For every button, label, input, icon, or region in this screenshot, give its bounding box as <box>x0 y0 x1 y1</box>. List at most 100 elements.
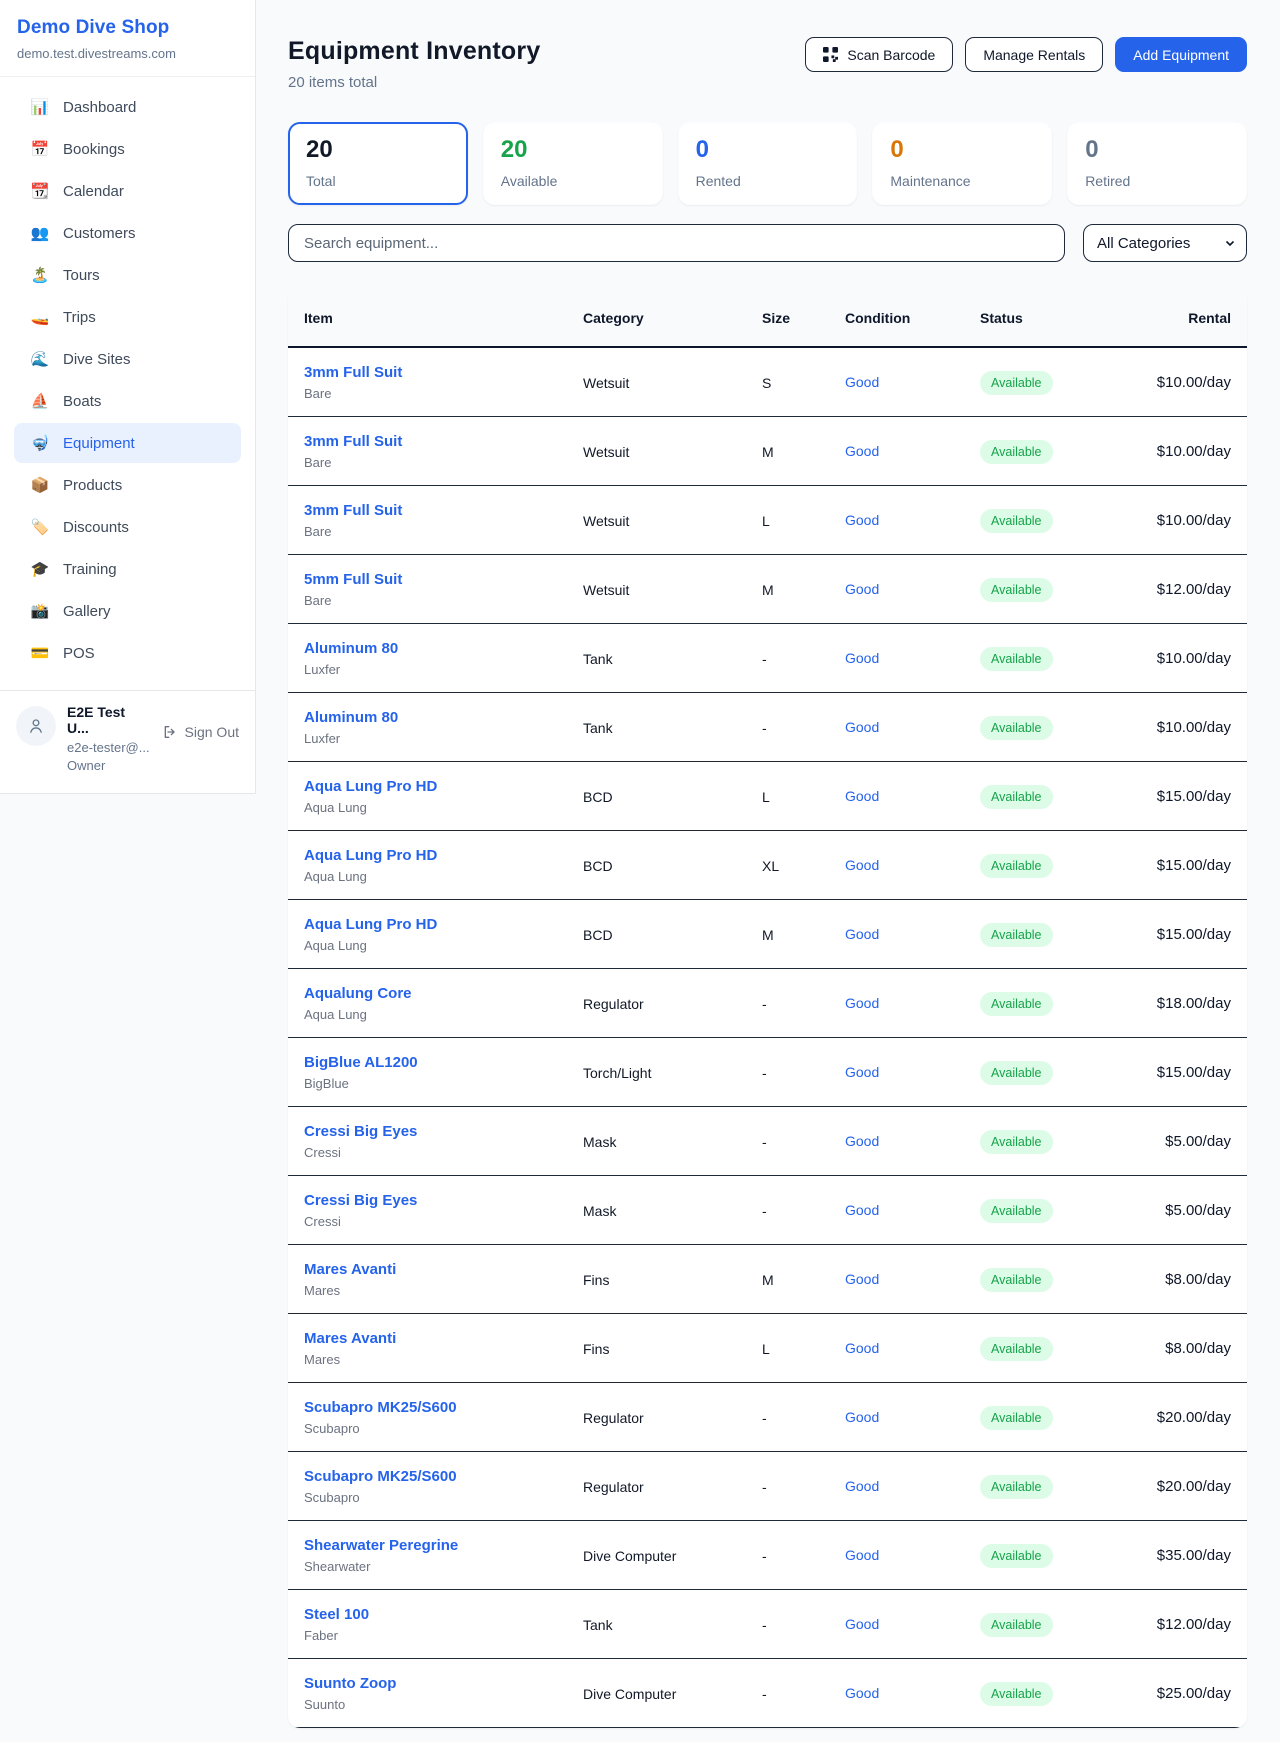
sign-out-button[interactable]: Sign Out <box>162 724 239 740</box>
condition-link[interactable]: Good <box>845 1546 880 1563</box>
chevron-down-icon <box>1225 240 1235 247</box>
item-name-link[interactable]: 3mm Full Suit <box>304 364 403 381</box>
item-name-link[interactable]: BigBlue AL1200 <box>304 1054 418 1071</box>
category-cell: Wetsuit <box>567 485 746 555</box>
item-name-link[interactable]: Aqua Lung Pro HD <box>304 847 438 864</box>
condition-link[interactable]: Good <box>845 511 880 528</box>
condition-link[interactable]: Good <box>845 856 880 873</box>
sidebar-item[interactable]: 📦 Products <box>14 465 241 505</box>
manage-rentals-button[interactable]: Manage Rentals <box>965 37 1104 72</box>
stat-card[interactable]: 20 Available <box>482 122 663 205</box>
condition-cell: Good <box>829 1382 964 1452</box>
item-name-link[interactable]: 3mm Full Suit <box>304 502 403 519</box>
item-brand: Aqua Lung <box>304 938 367 953</box>
sidebar-item[interactable]: 🤿 Equipment <box>14 423 241 463</box>
item-brand: Scubapro <box>304 1490 360 1505</box>
condition-link[interactable]: Good <box>845 925 880 942</box>
sidebar-item[interactable]: ⛵ Boats <box>14 381 241 421</box>
table-row: 5mm Full Suit Bare Wetsuit M Good Availa… <box>288 554 1247 624</box>
item-name-link[interactable]: Mares Avanti <box>304 1261 397 1278</box>
category-select[interactable]: All Categories <box>1083 224 1247 262</box>
condition-link[interactable]: Good <box>845 649 880 666</box>
item-name-link[interactable]: Scubapro MK25/S600 <box>304 1399 457 1416</box>
item-name-link[interactable]: Cressi Big Eyes <box>304 1123 418 1140</box>
sidebar-item[interactable]: 🚤 Trips <box>14 297 241 337</box>
category-cell: Wetsuit <box>567 416 746 486</box>
item-brand: Shearwater <box>304 1559 371 1574</box>
sidebar-item[interactable]: 📸 Gallery <box>14 591 241 631</box>
item-cell: Aqualung Core Aqua Lung <box>288 968 567 1038</box>
item-name-link[interactable]: Aluminum 80 <box>304 640 399 657</box>
sidebar-item[interactable]: 💳 POS <box>14 633 241 673</box>
item-name-link[interactable]: Aqua Lung Pro HD <box>304 916 438 933</box>
table-header: Item Category Size Condition Status Rent… <box>288 289 1247 348</box>
sidebar-item[interactable]: 📅 Bookings <box>14 129 241 169</box>
condition-link[interactable]: Good <box>845 1408 880 1425</box>
sidebar-item[interactable]: 👥 Customers <box>14 213 241 253</box>
size-cell: - <box>746 1658 829 1728</box>
nav-item-icon: 📸 <box>30 603 50 620</box>
item-brand: Cressi <box>304 1214 341 1229</box>
item-cell: Steel 100 Faber <box>288 1589 567 1659</box>
item-cell: Suunto Zoop Suunto <box>288 1658 567 1728</box>
sidebar-item[interactable]: 🏷️ Discounts <box>14 507 241 547</box>
category-cell: Dive Computer <box>567 1658 746 1728</box>
condition-link[interactable]: Good <box>845 1339 880 1356</box>
rental-cell: $12.00/day <box>1134 1589 1247 1659</box>
rental-cell: $35.00/day <box>1134 1520 1247 1590</box>
stat-card[interactable]: 0 Retired <box>1067 122 1247 205</box>
table-row: Shearwater Peregrine Shearwater Dive Com… <box>288 1520 1247 1590</box>
item-name-link[interactable]: Aqua Lung Pro HD <box>304 778 438 795</box>
equipment-table-card: Item Category Size Condition Status Rent… <box>288 289 1247 1728</box>
status-cell: Available <box>964 1520 1134 1590</box>
sidebar-item[interactable]: 🎓 Training <box>14 549 241 589</box>
category-cell: BCD <box>567 830 746 900</box>
stat-card[interactable]: 0 Maintenance <box>872 122 1053 205</box>
item-name-link[interactable]: Scubapro MK25/S600 <box>304 1468 457 1485</box>
stat-value: 0 <box>1085 136 1099 163</box>
condition-cell: Good <box>829 899 964 969</box>
nav-item-icon: 🤿 <box>30 435 50 452</box>
search-input[interactable] <box>288 224 1065 262</box>
condition-link[interactable]: Good <box>845 442 880 459</box>
condition-link[interactable]: Good <box>845 1615 880 1632</box>
sidebar-item[interactable]: 📊 Dashboard <box>14 87 241 127</box>
condition-link[interactable]: Good <box>845 994 880 1011</box>
item-name-link[interactable]: Suunto Zoop <box>304 1675 397 1692</box>
sidebar-item[interactable]: 📆 Calendar <box>14 171 241 211</box>
item-brand: Aqua Lung <box>304 1007 367 1022</box>
condition-link[interactable]: Good <box>845 718 880 735</box>
item-name-link[interactable]: Aqualung Core <box>304 985 412 1002</box>
condition-link[interactable]: Good <box>845 1684 880 1701</box>
item-name-link[interactable]: 3mm Full Suit <box>304 433 403 450</box>
item-name-link[interactable]: Aluminum 80 <box>304 709 399 726</box>
sidebar-item[interactable]: 🌊 Dive Sites <box>14 339 241 379</box>
condition-cell: Good <box>829 1520 964 1590</box>
item-name-link[interactable]: Mares Avanti <box>304 1330 397 1347</box>
size-cell: - <box>746 692 829 762</box>
condition-link[interactable]: Good <box>845 373 880 390</box>
add-equipment-button[interactable]: Add Equipment <box>1115 37 1247 72</box>
category-select-value: All Categories <box>1097 234 1191 252</box>
condition-link[interactable]: Good <box>845 1063 880 1080</box>
shop-domain: demo.test.divestreams.com <box>17 46 176 61</box>
rental-cell: $10.00/day <box>1134 416 1247 486</box>
item-brand: Bare <box>304 524 332 539</box>
stat-card[interactable]: 0 Rented <box>677 122 858 205</box>
condition-link[interactable]: Good <box>845 580 880 597</box>
size-cell: M <box>746 554 829 624</box>
item-name-link[interactable]: 5mm Full Suit <box>304 571 403 588</box>
condition-link[interactable]: Good <box>845 1477 880 1494</box>
item-name-link[interactable]: Shearwater Peregrine <box>304 1537 459 1554</box>
sidebar-item[interactable]: 🏝️ Tours <box>14 255 241 295</box>
item-name-link[interactable]: Steel 100 <box>304 1606 370 1623</box>
stat-card[interactable]: 20 Total <box>288 122 468 205</box>
condition-link[interactable]: Good <box>845 1132 880 1149</box>
category-cell: Wetsuit <box>567 347 746 417</box>
sidebar-item-label: Dive Sites <box>63 350 131 368</box>
condition-link[interactable]: Good <box>845 787 880 804</box>
item-name-link[interactable]: Cressi Big Eyes <box>304 1192 418 1209</box>
scan-barcode-button[interactable]: Scan Barcode <box>805 37 954 72</box>
condition-link[interactable]: Good <box>845 1270 880 1287</box>
condition-link[interactable]: Good <box>845 1201 880 1218</box>
